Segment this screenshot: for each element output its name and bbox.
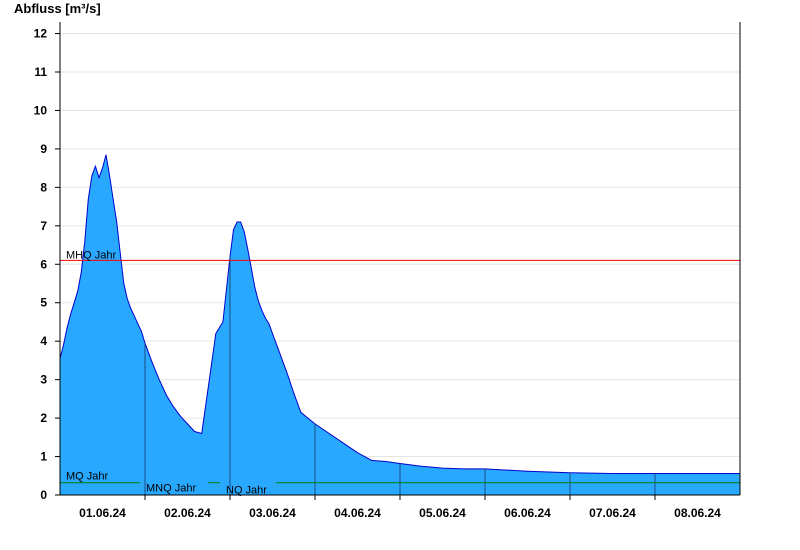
y-tick-label: 1 (40, 450, 47, 464)
y-tick-label: 7 (40, 219, 47, 233)
x-tick-label: 07.06.24 (589, 506, 636, 520)
x-tick-label: 03.06.24 (249, 506, 296, 520)
y-tick-label: 2 (40, 411, 47, 425)
day-separators (144, 256, 656, 495)
discharge-area-layer (59, 154, 740, 495)
mq-label: MQ Jahr (66, 471, 109, 483)
nq-label: NQ Jahr (226, 485, 267, 497)
y-tick-label: 12 (34, 27, 48, 41)
discharge-area (60, 154, 740, 495)
y-tick-label: 11 (34, 65, 47, 79)
mhq-label: MHQ Jahr (66, 249, 116, 261)
x-tick-label: 05.06.24 (419, 506, 466, 520)
y-tick-label: 8 (40, 180, 47, 194)
y-tick-label: 4 (40, 334, 47, 348)
reference-lines: MHQ Jahr MQ Jahr MNQ Jahr NQ Jahr (60, 249, 740, 497)
y-axis-label: Abfluss [m³/s] (14, 1, 101, 16)
y-tick-label: 3 (40, 373, 47, 387)
y-tick-label: 0 (40, 488, 47, 502)
y-tick-label: 6 (40, 257, 47, 271)
x-tick-label: 04.06.24 (334, 506, 381, 520)
x-tick-label: 01.06.24 (79, 506, 126, 520)
y-tick-label: 9 (40, 142, 47, 156)
x-tick-label: 08.06.24 (674, 506, 721, 520)
y-tick-label: 10 (34, 103, 48, 117)
x-tick-label: 06.06.24 (504, 506, 551, 520)
mnq-label: MNQ Jahr (146, 483, 196, 495)
x-tick-label: 02.06.24 (164, 506, 211, 520)
y-tick-label: 5 (40, 296, 47, 310)
